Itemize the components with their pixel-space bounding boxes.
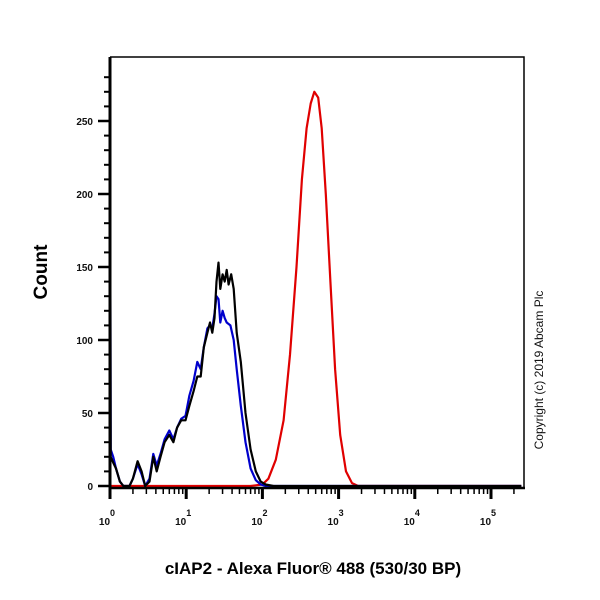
histogram-series <box>108 72 522 488</box>
plot-border <box>110 56 525 487</box>
y-tick-label: 100 <box>76 336 93 347</box>
y-axis-title: Count <box>31 244 52 300</box>
x-tick-label: 102 <box>251 508 267 528</box>
y-tick-label: 200 <box>76 190 93 201</box>
x-tick-label: 104 <box>404 508 420 528</box>
series-black-control <box>108 72 522 488</box>
x-tick-label: 101 <box>175 508 191 528</box>
y-tick-label: 250 <box>76 117 93 128</box>
y-axis-ticks: 0 50 100 150 200 250 <box>76 76 110 493</box>
axes <box>108 57 525 490</box>
y-tick-label: 150 <box>76 263 93 274</box>
x-tick-label: 105 <box>480 508 496 528</box>
series-blue-isotype <box>108 72 522 488</box>
plot-frame <box>110 56 525 487</box>
y-tick-label: 50 <box>82 409 94 420</box>
x-tick-label: 103 <box>328 508 344 528</box>
x-axis-ticks: 100 101 102 103 104 105 <box>99 487 515 528</box>
x-axis-title: cIAP2 - Alexa Fluor® 488 (530/30 BP) <box>165 559 461 578</box>
series-red-sample <box>110 90 522 488</box>
y-tick-label: 0 <box>87 482 93 493</box>
copyright-annotation: Copyright (c) 2019 Abcam Plc <box>532 291 546 450</box>
x-tick-label: 100 <box>99 508 115 528</box>
